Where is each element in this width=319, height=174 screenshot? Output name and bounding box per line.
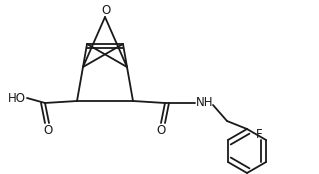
Text: O: O [101,3,111,17]
Text: O: O [43,124,53,136]
Text: F: F [256,128,262,140]
Text: NH: NH [196,96,214,109]
Text: O: O [156,124,166,136]
Text: HO: HO [8,92,26,105]
